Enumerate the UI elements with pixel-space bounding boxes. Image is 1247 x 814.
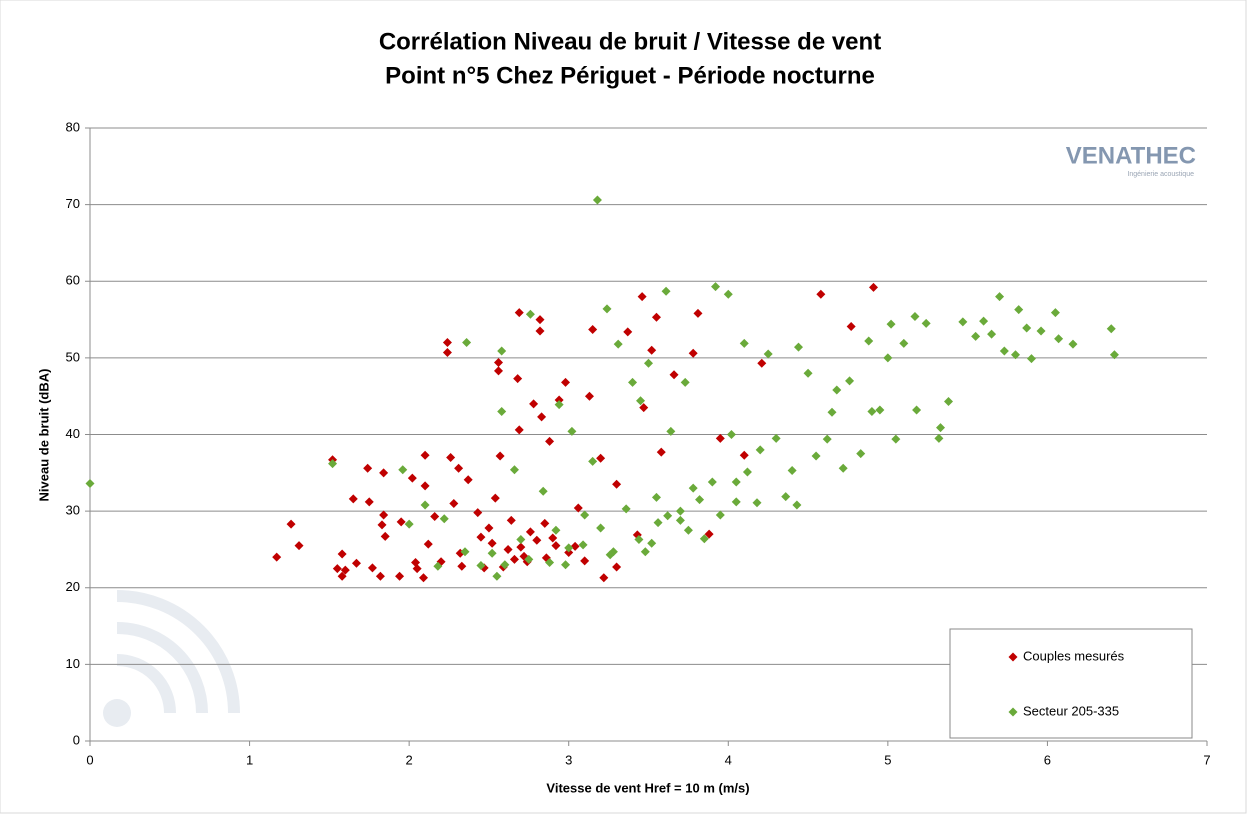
legend-box [950, 629, 1192, 738]
x-tick-label: 6 [1044, 752, 1051, 767]
y-tick-label: 60 [66, 273, 80, 288]
x-tick-label: 1 [246, 752, 253, 767]
y-tick-label: 30 [66, 503, 80, 518]
x-tick-label: 0 [86, 752, 93, 767]
x-tick-label: 4 [725, 752, 732, 767]
x-tick-label: 3 [565, 752, 572, 767]
y-tick-label: 20 [66, 579, 80, 594]
x-tick-label: 7 [1203, 752, 1210, 767]
x-axis-label: Vitesse de vent Href = 10 m (m/s) [546, 780, 749, 795]
y-tick-label: 80 [66, 119, 80, 134]
y-axis-label: Niveau de bruit (dBA) [36, 369, 51, 502]
chart-title: Corrélation Niveau de bruit / Vitesse de… [379, 28, 881, 55]
legend-label: Secteur 205-335 [1023, 703, 1119, 718]
chart: Corrélation Niveau de bruit / Vitesse de… [0, 0, 1247, 814]
legend: Couples mesurés Secteur 205-335 [950, 629, 1192, 738]
y-tick-label: 0 [73, 732, 80, 747]
y-tick-label: 40 [66, 426, 80, 441]
x-tick-label: 5 [884, 752, 891, 767]
x-tick-label: 2 [406, 752, 413, 767]
y-tick-label: 10 [66, 656, 80, 671]
y-tick-label: 50 [66, 349, 80, 364]
legend-label: Couples mesurés [1023, 648, 1125, 663]
y-tick-label: 70 [66, 196, 80, 211]
logo-tagline: Ingénierie acoustique [1127, 171, 1194, 178]
logo-name: VENATHEC [1066, 142, 1196, 169]
chart-subtitle: Point n°5 Chez Périguet - Période noctur… [385, 62, 875, 89]
